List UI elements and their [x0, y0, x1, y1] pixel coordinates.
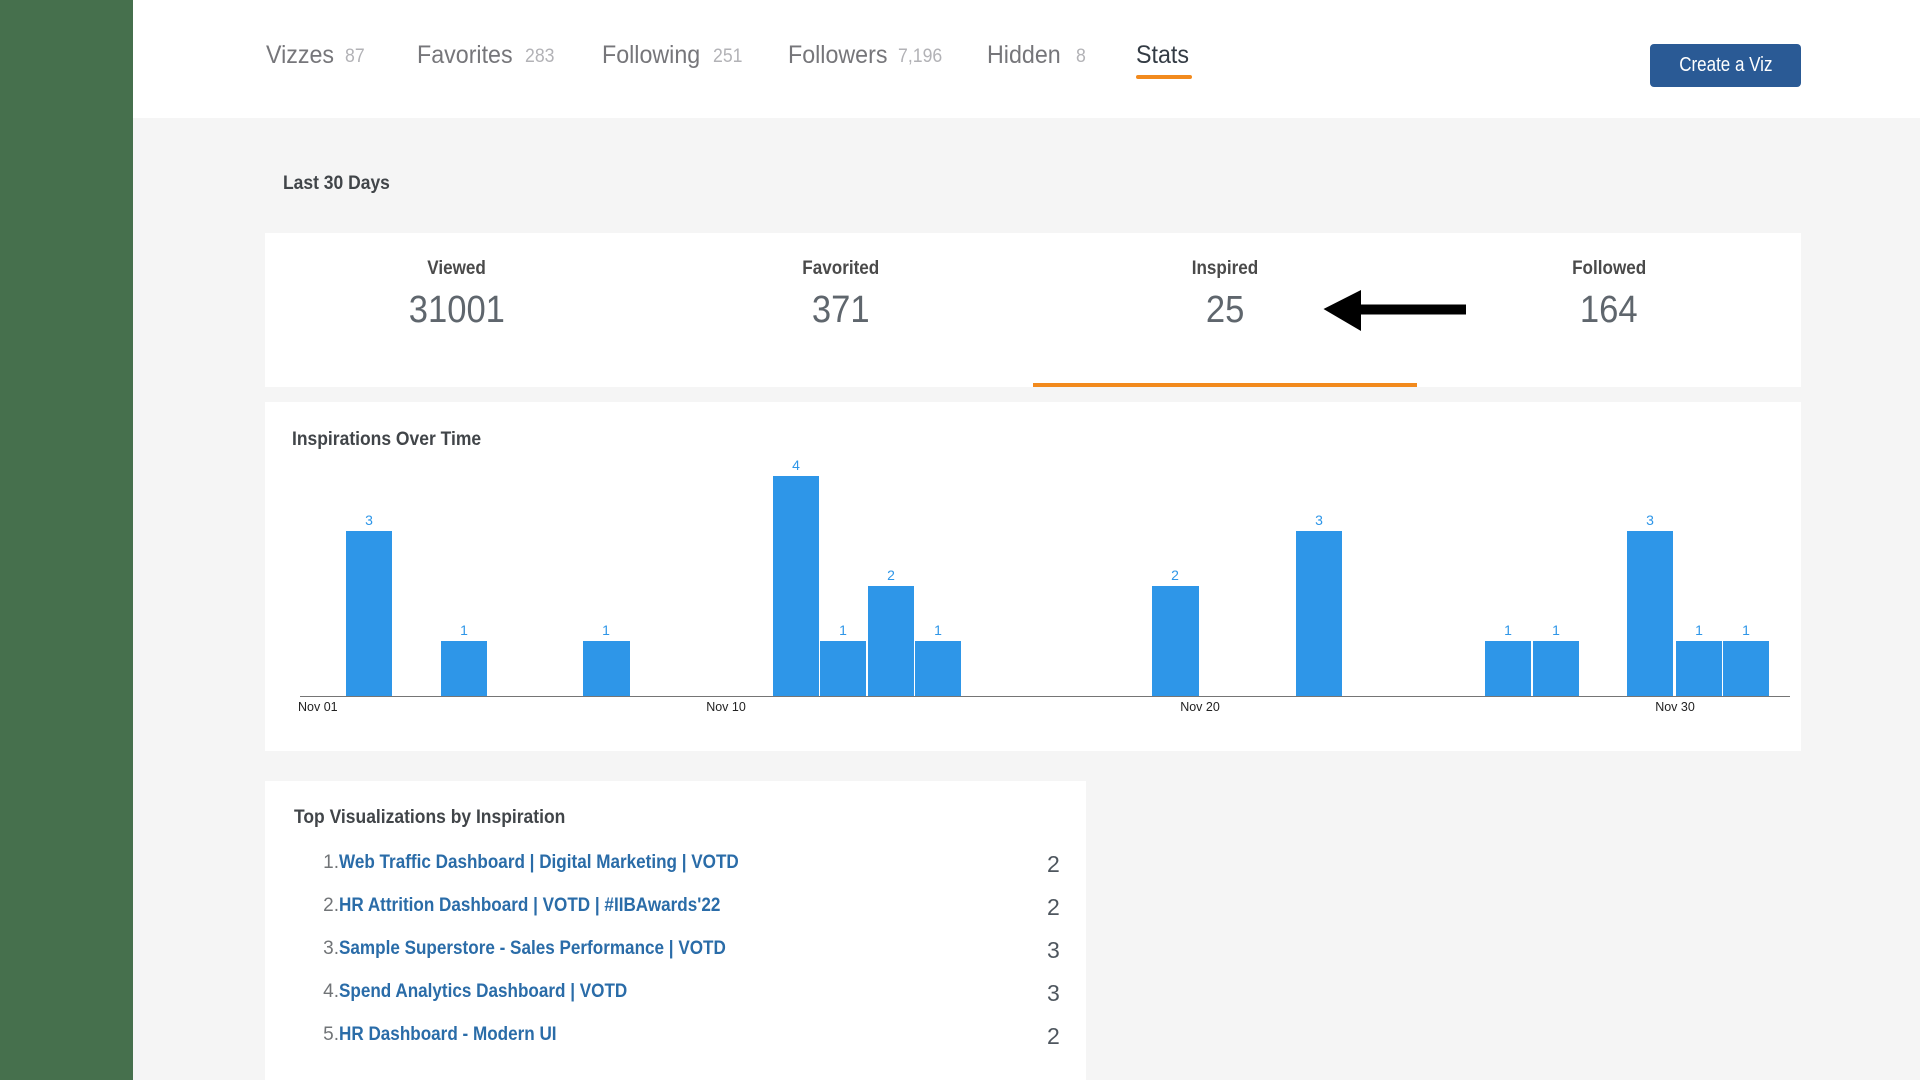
svg-text:Nov 01: Nov 01	[298, 700, 338, 714]
svg-text:Nov 20: Nov 20	[1180, 700, 1220, 714]
svg-text:3: 3	[365, 512, 373, 528]
svg-text:Nov 30: Nov 30	[1655, 700, 1695, 714]
svg-text:1: 1	[934, 622, 942, 638]
svg-text:1: 1	[602, 622, 610, 638]
svg-text:Nov 10: Nov 10	[706, 700, 746, 714]
svg-text:3: 3	[1315, 512, 1323, 528]
svg-text:1: 1	[1552, 622, 1560, 638]
svg-text:1: 1	[1504, 622, 1512, 638]
svg-text:1: 1	[1742, 622, 1750, 638]
svg-text:4: 4	[792, 457, 800, 473]
svg-text:3: 3	[1646, 512, 1654, 528]
svg-text:1: 1	[839, 622, 847, 638]
svg-text:1: 1	[460, 622, 468, 638]
svg-text:1: 1	[1695, 622, 1703, 638]
svg-text:2: 2	[1171, 567, 1179, 583]
svg-text:2: 2	[887, 567, 895, 583]
